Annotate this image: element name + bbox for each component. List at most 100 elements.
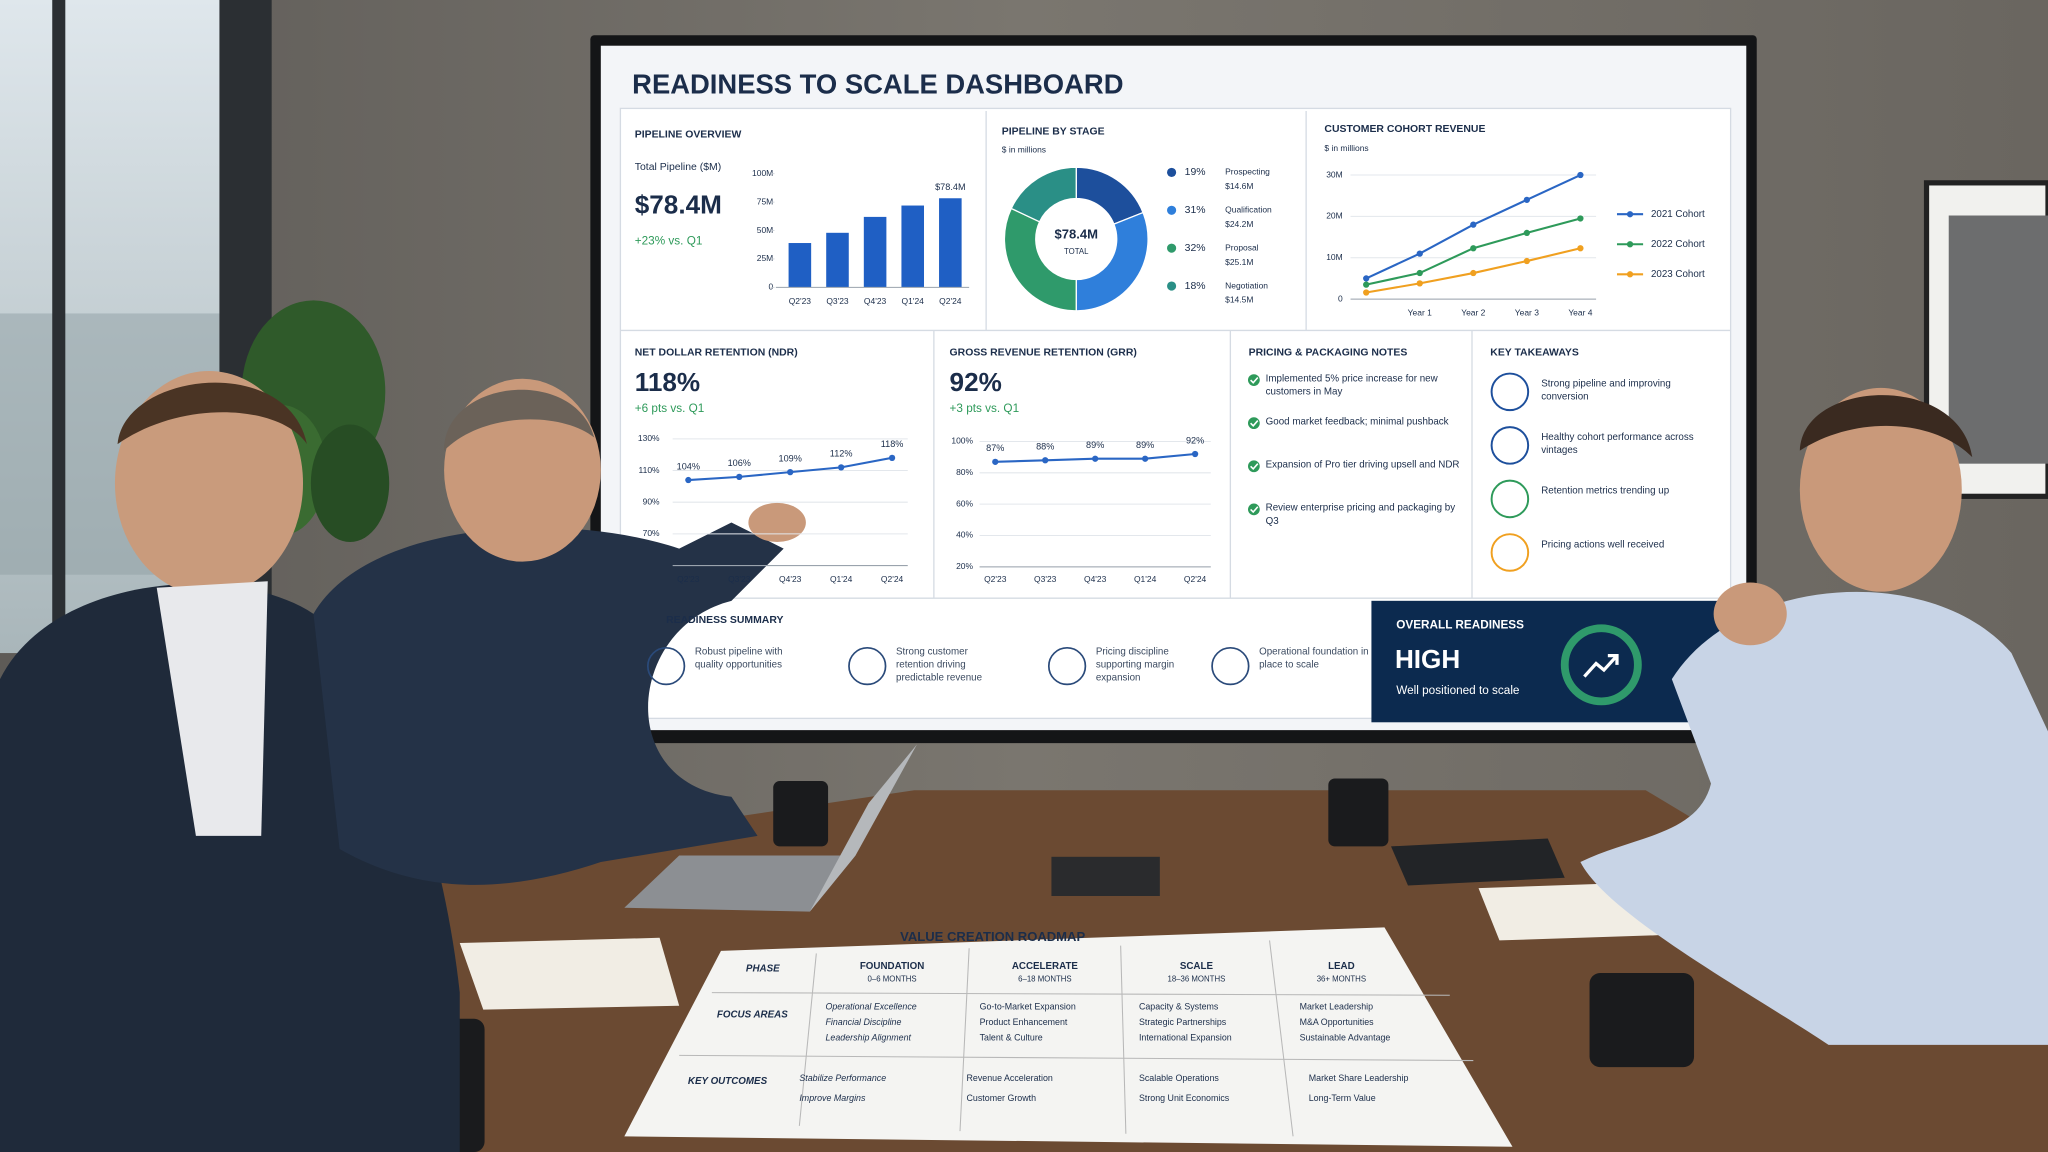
- value-label: 106%: [728, 458, 751, 468]
- summary-item-box: Pricing discipline supporting margin exp…: [1095, 645, 1175, 683]
- pricing-note: Good market feedback; minimal pushback: [1265, 415, 1449, 428]
- x-tick-label: Q4'23: [779, 574, 802, 584]
- change-label: +3 pts vs. Q1: [950, 402, 1020, 415]
- roadmap-item: Product Enhancement: [980, 1017, 1068, 1027]
- pie-center-value: $78.4M: [1054, 227, 1098, 242]
- legend-swatch: [1626, 271, 1634, 278]
- pricing-note-box: Implemented 5% price increase for new cu…: [1266, 372, 1438, 396]
- check-icon: [1248, 374, 1260, 386]
- legend-value: 31%: [1185, 205, 1206, 216]
- pie-center-label: TOTAL: [1064, 247, 1089, 256]
- data-point: [1577, 215, 1584, 222]
- chart-subtitle: Total Pipeline ($M): [635, 162, 721, 173]
- window-frame: [52, 0, 66, 640]
- pricing-note: Review enterprise pricing and packaging …: [1265, 501, 1456, 527]
- x-tick-label: Q2'23: [677, 574, 700, 584]
- legend-label: Qualification: [1225, 205, 1272, 215]
- data-point: [1416, 280, 1423, 287]
- legend-label: Negotiation: [1225, 280, 1268, 290]
- pie-slice: [1075, 211, 1149, 312]
- x-tick-label: Q2'24: [881, 574, 904, 584]
- data-point: [1363, 275, 1370, 282]
- roadmap-grid: [679, 940, 1474, 1137]
- y-tick-label: 130%: [638, 433, 660, 443]
- headline-value: 92%: [950, 367, 1002, 397]
- chart-title: NET DOLLAR RETENTION (NDR): [635, 347, 798, 358]
- x-tick-label: Year 2: [1461, 308, 1485, 318]
- y-tick-label: 60%: [956, 498, 973, 508]
- data-point: [838, 464, 845, 471]
- value-label: 112%: [830, 449, 853, 459]
- x-tick-label: Q1'24: [902, 296, 925, 306]
- y-tick-label: 80%: [956, 467, 973, 477]
- overall-note: Well positioned to scale: [1396, 684, 1520, 697]
- pie-slice: [1003, 207, 1077, 312]
- data-point: [1577, 245, 1584, 252]
- roadmap-timing: 6–18 MONTHS: [1018, 975, 1072, 984]
- data-point: [1363, 281, 1370, 288]
- roadmap-item: Market Share Leadership: [1309, 1073, 1409, 1083]
- data-point: [736, 473, 743, 480]
- check-icon: [1248, 503, 1260, 516]
- y-tick-label: 0: [1338, 293, 1343, 303]
- takeaway-icon: [1490, 372, 1530, 412]
- roadmap-phase: ACCELERATE: [1012, 961, 1079, 972]
- x-tick-label: Year 1: [1408, 308, 1432, 318]
- data-point: [1191, 450, 1199, 458]
- legend-swatch: [1167, 243, 1177, 253]
- value-label: 87%: [986, 443, 1004, 453]
- x-tick-label: Year 4: [1568, 308, 1592, 318]
- bar: [788, 243, 812, 288]
- x-tick-label: Q3'23: [728, 574, 751, 584]
- check-mark: [1250, 420, 1259, 427]
- data-point: [992, 458, 999, 465]
- roadmap-item: Sustainable Advantage: [1300, 1033, 1391, 1043]
- data-point: [685, 476, 692, 484]
- legend-label: 2023 Cohort: [1651, 269, 1705, 280]
- chart-subtitle: $ in millions: [1002, 144, 1046, 154]
- summary-item: Robust pipeline with quality opportuniti…: [694, 645, 783, 670]
- bar: [863, 216, 887, 288]
- data-point: [1142, 455, 1149, 462]
- roadmap-item: International Expansion: [1139, 1033, 1232, 1043]
- value-label: 88%: [1036, 442, 1054, 452]
- roadmap-item: Talent & Culture: [980, 1033, 1043, 1043]
- summary-item-box: Robust pipeline with quality opportuniti…: [694, 645, 783, 670]
- y-tick-label: 100%: [951, 436, 973, 446]
- x-tick-label: Q4'23: [1084, 574, 1107, 584]
- change-label: +23% vs. Q1: [635, 235, 703, 248]
- data-point: [1092, 455, 1099, 462]
- data-point: [1363, 289, 1370, 296]
- legend-label: Proposal: [1225, 242, 1259, 252]
- takeaway-box: Healthy cohort performance across vintag…: [1541, 431, 1693, 455]
- roadmap-item: Operational Excellence: [825, 1001, 916, 1011]
- takeaway-icon: [1490, 426, 1530, 465]
- check-icon: [1248, 460, 1260, 473]
- roadmap-item: M&A Opportunities: [1300, 1017, 1375, 1027]
- chart-title: PIPELINE BY STAGE: [1002, 127, 1105, 138]
- data-point: [1523, 196, 1530, 203]
- y-tick-label: 20%: [956, 561, 973, 571]
- pricing-note-box: Review enterprise pricing and packaging …: [1265, 501, 1456, 527]
- data-point: [1523, 257, 1530, 265]
- bar: [826, 232, 849, 288]
- summary-icon: [1211, 646, 1250, 686]
- takeaway: Pricing actions well received: [1541, 538, 1665, 550]
- headline-value: $78.4M: [635, 189, 722, 219]
- y-tick-label: 90%: [643, 496, 660, 506]
- summary-item: Pricing discipline supporting margin exp…: [1095, 645, 1175, 683]
- roadmap-phase: FOUNDATION: [860, 961, 924, 972]
- check-mark: [1250, 506, 1259, 514]
- person-right: [1580, 387, 2048, 1045]
- dashboard-title: READINESS TO SCALE DASHBOARD: [632, 68, 1123, 99]
- x-tick-label: Q2'23: [789, 296, 812, 306]
- y-tick-label: 20M: [1326, 211, 1342, 221]
- roadmap-timing: 18–36 MONTHS: [1167, 975, 1225, 984]
- data-point: [1470, 245, 1477, 252]
- chart-title: CUSTOMER COHORT REVENUE: [1324, 124, 1485, 135]
- y-tick-label: 100M: [752, 168, 773, 178]
- y-tick-label: 40%: [956, 530, 973, 540]
- summary-item: Strong customer retention driving predic…: [896, 645, 983, 683]
